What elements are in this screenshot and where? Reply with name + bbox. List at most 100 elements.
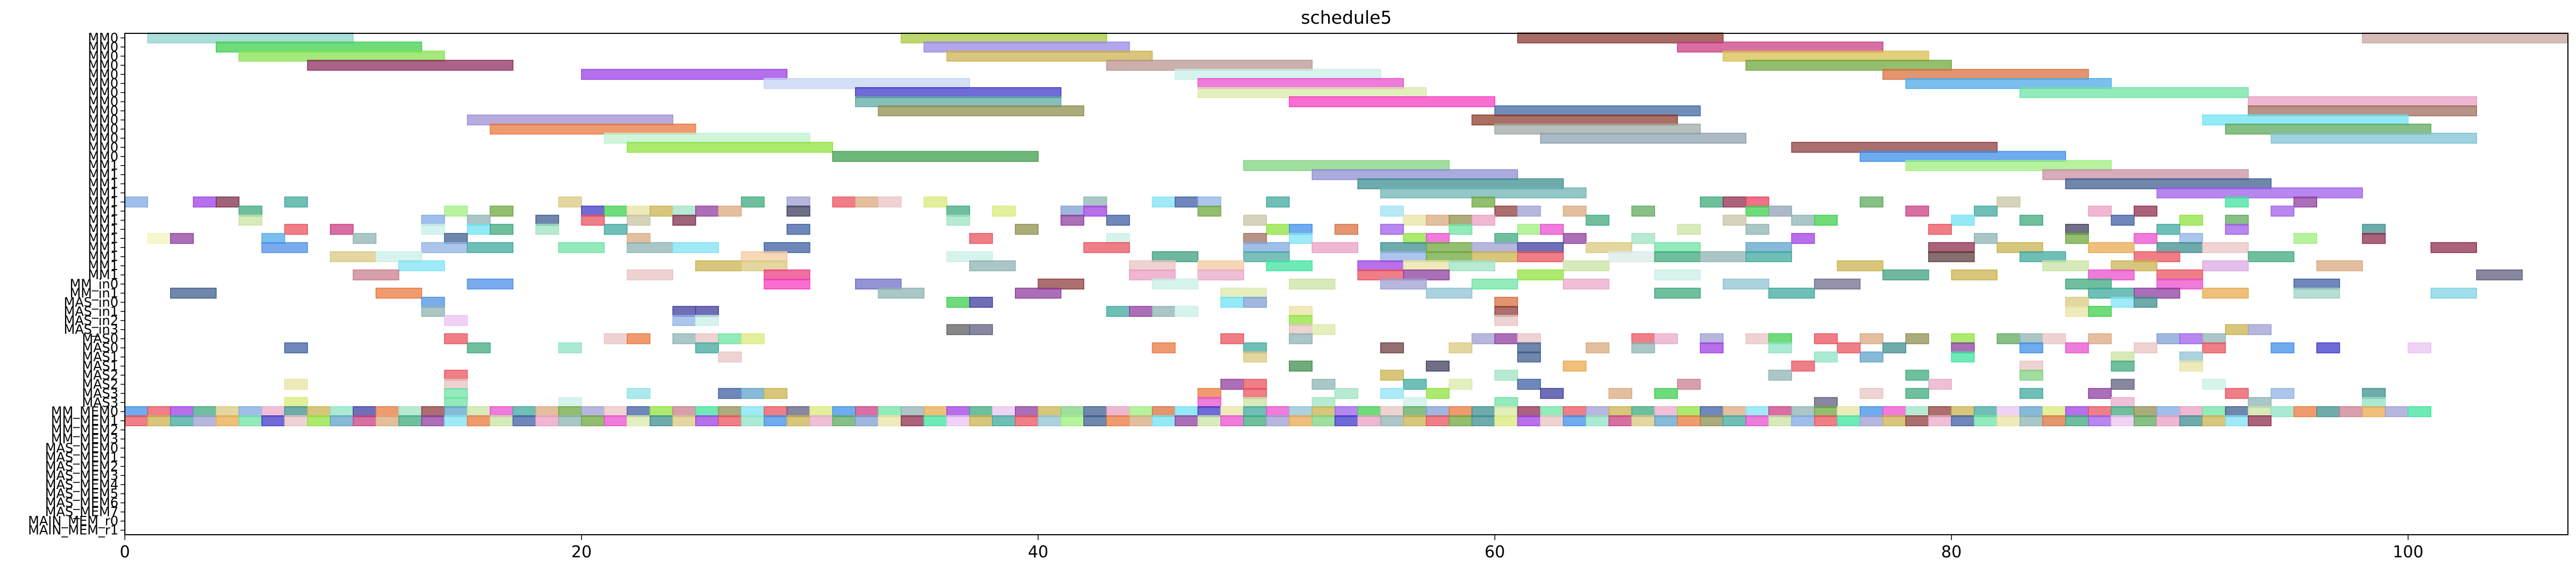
task-bar [2088, 333, 2112, 344]
task-bar [1471, 196, 1495, 208]
task-bar [1060, 215, 1084, 226]
task-bar [467, 406, 491, 417]
task-bar [1905, 388, 1929, 399]
task-bar [1677, 379, 1701, 390]
task-bar [2179, 360, 2203, 372]
task-bar [1745, 406, 1769, 417]
task-bar [147, 415, 171, 427]
task-bar [1335, 406, 1358, 417]
task-bar [170, 406, 194, 417]
y-tick-label: MM0 [88, 94, 118, 109]
task-bar [1403, 397, 1427, 408]
task-bar [398, 415, 422, 427]
task-bar [878, 406, 902, 417]
task-bar [1974, 233, 1998, 244]
task-bar [1289, 415, 1313, 427]
task-bar [1563, 260, 1610, 272]
task-bar [786, 224, 810, 235]
task-bar [2019, 370, 2043, 381]
task-bar [2270, 342, 2295, 353]
task-bar [490, 224, 514, 235]
task-bar [1814, 415, 1838, 427]
task-bar [1380, 370, 1404, 381]
task-bar [1380, 342, 1404, 353]
task-bar [1859, 333, 1883, 344]
task-bar [695, 260, 742, 272]
task-bar [170, 287, 217, 299]
task-bar [1517, 342, 1541, 353]
task-bar [1449, 342, 1473, 353]
task-bar [1928, 251, 1975, 263]
task-bar [1197, 87, 1427, 98]
task-bar [604, 415, 628, 427]
task-bar [1425, 406, 1450, 417]
task-bar [1106, 415, 1130, 427]
task-bar [1517, 269, 1564, 281]
task-bar [1311, 169, 1518, 180]
y-tick-label: MAIN_MEM_r0 [28, 514, 118, 529]
y-tick-label: MM0 [88, 112, 118, 127]
task-bar [1791, 233, 1815, 244]
task-bar [2065, 178, 2272, 189]
task-bar [1745, 415, 1769, 427]
task-bar [718, 388, 742, 399]
task-bar [1083, 205, 1107, 217]
task-bar [786, 406, 810, 417]
task-bar [1859, 406, 1883, 417]
task-bar [1449, 406, 1473, 417]
task-bar [1859, 151, 2066, 162]
task-bar [1311, 406, 1336, 417]
task-bar [1699, 251, 1747, 263]
task-bar [1403, 406, 1427, 417]
task-bar [672, 406, 696, 417]
task-bar [1403, 415, 1427, 427]
task-bar [1357, 178, 1564, 189]
task-bar [1129, 260, 1176, 272]
task-bar [2111, 415, 2135, 427]
task-bar [626, 269, 674, 281]
task-bar [2225, 388, 2249, 399]
task-bar [444, 315, 468, 326]
task-bar [284, 379, 308, 390]
task-bar [1928, 406, 1952, 417]
task-bar [1563, 406, 1587, 417]
task-bar [1425, 360, 1450, 372]
task-bar [2248, 397, 2272, 408]
task-bar [1220, 415, 1244, 427]
task-bar [421, 242, 468, 253]
task-bar [1905, 333, 1929, 344]
task-bar [1357, 269, 1404, 281]
task-bar [1837, 415, 1861, 427]
task-bar [604, 224, 628, 235]
task-bar [1494, 105, 1701, 117]
task-bar [1654, 251, 1701, 263]
task-bar [1837, 342, 1861, 353]
task-bar [1608, 388, 1633, 399]
task-bar [764, 388, 788, 399]
task-bar [284, 342, 308, 353]
task-bar [1038, 406, 1062, 417]
task-bar [2111, 406, 2135, 417]
task-bar [672, 215, 696, 226]
task-bar [1951, 351, 1975, 363]
task-bar [969, 415, 993, 427]
task-bar [421, 406, 445, 417]
task-bar [2134, 342, 2158, 353]
task-bar [1517, 205, 1541, 217]
task-bar [1471, 406, 1495, 417]
task-bar [2065, 233, 2089, 244]
y-tick-label: MAS_in2 [63, 313, 118, 328]
task-bar [2019, 415, 2043, 427]
task-bar [2156, 224, 2180, 235]
task-bar [1723, 51, 1929, 62]
task-bar [2270, 388, 2295, 399]
task-bar [2248, 251, 2295, 263]
task-bar [352, 415, 377, 427]
task-bar [1928, 415, 1952, 427]
task-bar [1335, 415, 1358, 427]
task-bar [1449, 260, 1495, 272]
y-tick-label: MM1 [88, 249, 118, 264]
task-bar [1311, 324, 1336, 335]
task-bar [1585, 242, 1633, 253]
task-bar [375, 406, 399, 417]
